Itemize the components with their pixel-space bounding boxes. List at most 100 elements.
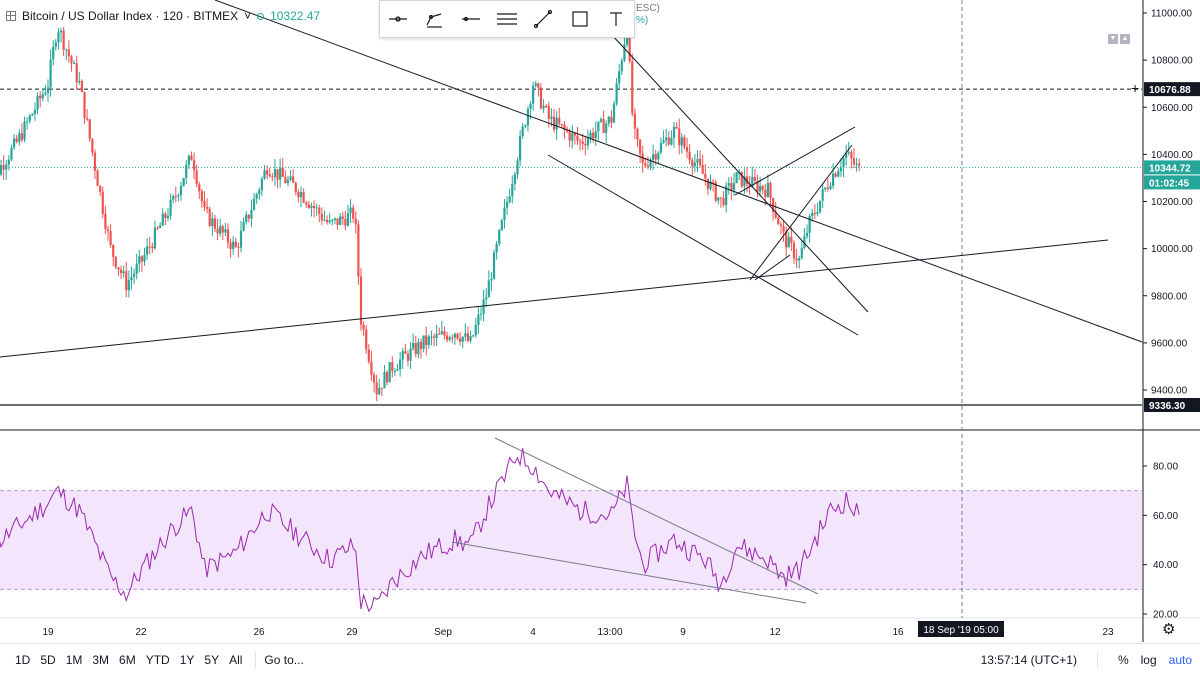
horizontal-ray-icon[interactable] xyxy=(385,6,411,32)
candle-body xyxy=(858,163,861,166)
candle-body xyxy=(826,187,829,189)
range-button-3m[interactable]: 3M xyxy=(92,653,110,667)
percent-toggle[interactable]: % xyxy=(1117,653,1129,667)
candle-body xyxy=(813,212,816,214)
auto-toggle[interactable]: auto xyxy=(1168,653,1192,667)
candle-body xyxy=(440,331,443,334)
trend-line-drawing xyxy=(0,239,1109,358)
candle-body xyxy=(505,201,509,208)
partial-legend-text: ESC) xyxy=(636,3,660,14)
price-tick-label: 10400.00 xyxy=(1151,150,1193,161)
candle-body xyxy=(685,147,689,152)
candle-body xyxy=(816,212,819,214)
symbol-legend[interactable]: Bitcoin / US Dollar Index · 120 · BITMEX… xyxy=(6,9,320,23)
candle-body xyxy=(182,178,185,186)
status-dot-icon xyxy=(257,12,265,20)
candle-body xyxy=(845,152,848,159)
candle-body xyxy=(80,81,84,92)
candle-body xyxy=(555,117,558,130)
range-button-1d[interactable]: 1D xyxy=(15,653,31,667)
channel-icon[interactable] xyxy=(494,6,520,32)
price-tag: 9336.30 xyxy=(1144,398,1200,413)
rectangle-icon[interactable] xyxy=(567,6,593,32)
range-button-1m[interactable]: 1M xyxy=(65,653,83,667)
candle-body xyxy=(354,218,357,225)
candle-body xyxy=(328,220,331,223)
range-button-5y[interactable]: 5Y xyxy=(204,653,220,667)
range-button-all[interactable]: All xyxy=(229,653,243,667)
candles-group xyxy=(0,26,861,402)
candle-body xyxy=(352,207,355,219)
candle-body xyxy=(805,232,809,237)
goto-button[interactable]: Go to... xyxy=(264,653,304,667)
range-button-6m[interactable]: 6M xyxy=(119,653,136,667)
candle-body xyxy=(96,170,99,186)
horizontal-line-icon[interactable] xyxy=(458,6,484,32)
candle-body xyxy=(18,133,21,142)
candle-body xyxy=(824,187,827,190)
trend-line-drawing xyxy=(547,154,859,336)
candle-body xyxy=(680,137,683,146)
clock-text[interactable]: 13:57:14 (UTC+1) xyxy=(980,653,1077,667)
candle-body xyxy=(302,192,305,203)
time-tick-label: 9 xyxy=(680,627,686,638)
candle-body xyxy=(719,197,723,199)
candle-body xyxy=(717,197,720,201)
candle-body xyxy=(216,228,219,234)
text-icon[interactable] xyxy=(603,6,629,32)
candle-body xyxy=(250,209,253,219)
candle-body xyxy=(503,207,506,221)
candle-body xyxy=(526,108,530,126)
divider xyxy=(1096,652,1098,668)
candle-body xyxy=(23,121,26,140)
trend-line-icon[interactable] xyxy=(530,6,556,32)
candle-body xyxy=(78,81,81,83)
candle-body xyxy=(459,338,462,342)
rsi-line xyxy=(0,448,860,613)
maximize-icon[interactable]: ▲ xyxy=(1120,34,1130,44)
price-tick-label: 9600.00 xyxy=(1151,338,1188,349)
candle-body xyxy=(492,252,496,279)
candle-body xyxy=(649,159,652,167)
candle-body xyxy=(132,273,136,277)
candle-body xyxy=(203,201,206,207)
candle-body xyxy=(315,207,318,209)
candle-body xyxy=(576,135,579,141)
candle-body xyxy=(451,337,454,339)
time-tick-label: 16 xyxy=(892,627,904,638)
candle-body xyxy=(550,116,553,119)
chevron-down-icon[interactable]: ˅ xyxy=(244,9,252,23)
range-button-5d[interactable]: 5D xyxy=(40,653,56,667)
candle-body xyxy=(852,158,856,165)
candle-body xyxy=(359,276,363,325)
candle-body xyxy=(378,387,381,395)
candle-body xyxy=(607,116,610,124)
candle-body xyxy=(472,335,475,337)
rsi-tick-label: 20.00 xyxy=(1153,610,1178,621)
candle-body xyxy=(631,61,634,114)
candle-body xyxy=(192,160,196,171)
crosshair-time-tag: 18 Sep '19 05:00 xyxy=(918,621,1004,637)
gear-icon[interactable]: ⚙ xyxy=(1162,621,1176,638)
log-toggle[interactable]: log xyxy=(1140,653,1157,667)
chevron-down-icon[interactable]: ▼ xyxy=(1108,34,1118,44)
path-icon[interactable] xyxy=(421,6,447,32)
candle-body xyxy=(195,170,198,185)
candle-body xyxy=(477,314,480,325)
candle-body xyxy=(54,42,57,47)
candle-body xyxy=(545,105,548,107)
plus-icon: + xyxy=(1131,80,1139,96)
candle-body xyxy=(568,131,571,141)
candle-body xyxy=(701,165,704,174)
candle-body xyxy=(787,236,790,248)
candle-body xyxy=(135,263,138,274)
symbol-title[interactable]: Bitcoin / US Dollar Index · 120 · BITMEX xyxy=(22,9,239,23)
candle-body xyxy=(662,140,665,143)
price-tag-bg xyxy=(1144,398,1200,413)
candle-body xyxy=(659,142,663,153)
expand-icon[interactable] xyxy=(6,11,16,21)
range-button-1y[interactable]: 1Y xyxy=(179,653,195,667)
range-button-ytd[interactable]: YTD xyxy=(145,653,170,667)
candle-body xyxy=(563,124,566,130)
